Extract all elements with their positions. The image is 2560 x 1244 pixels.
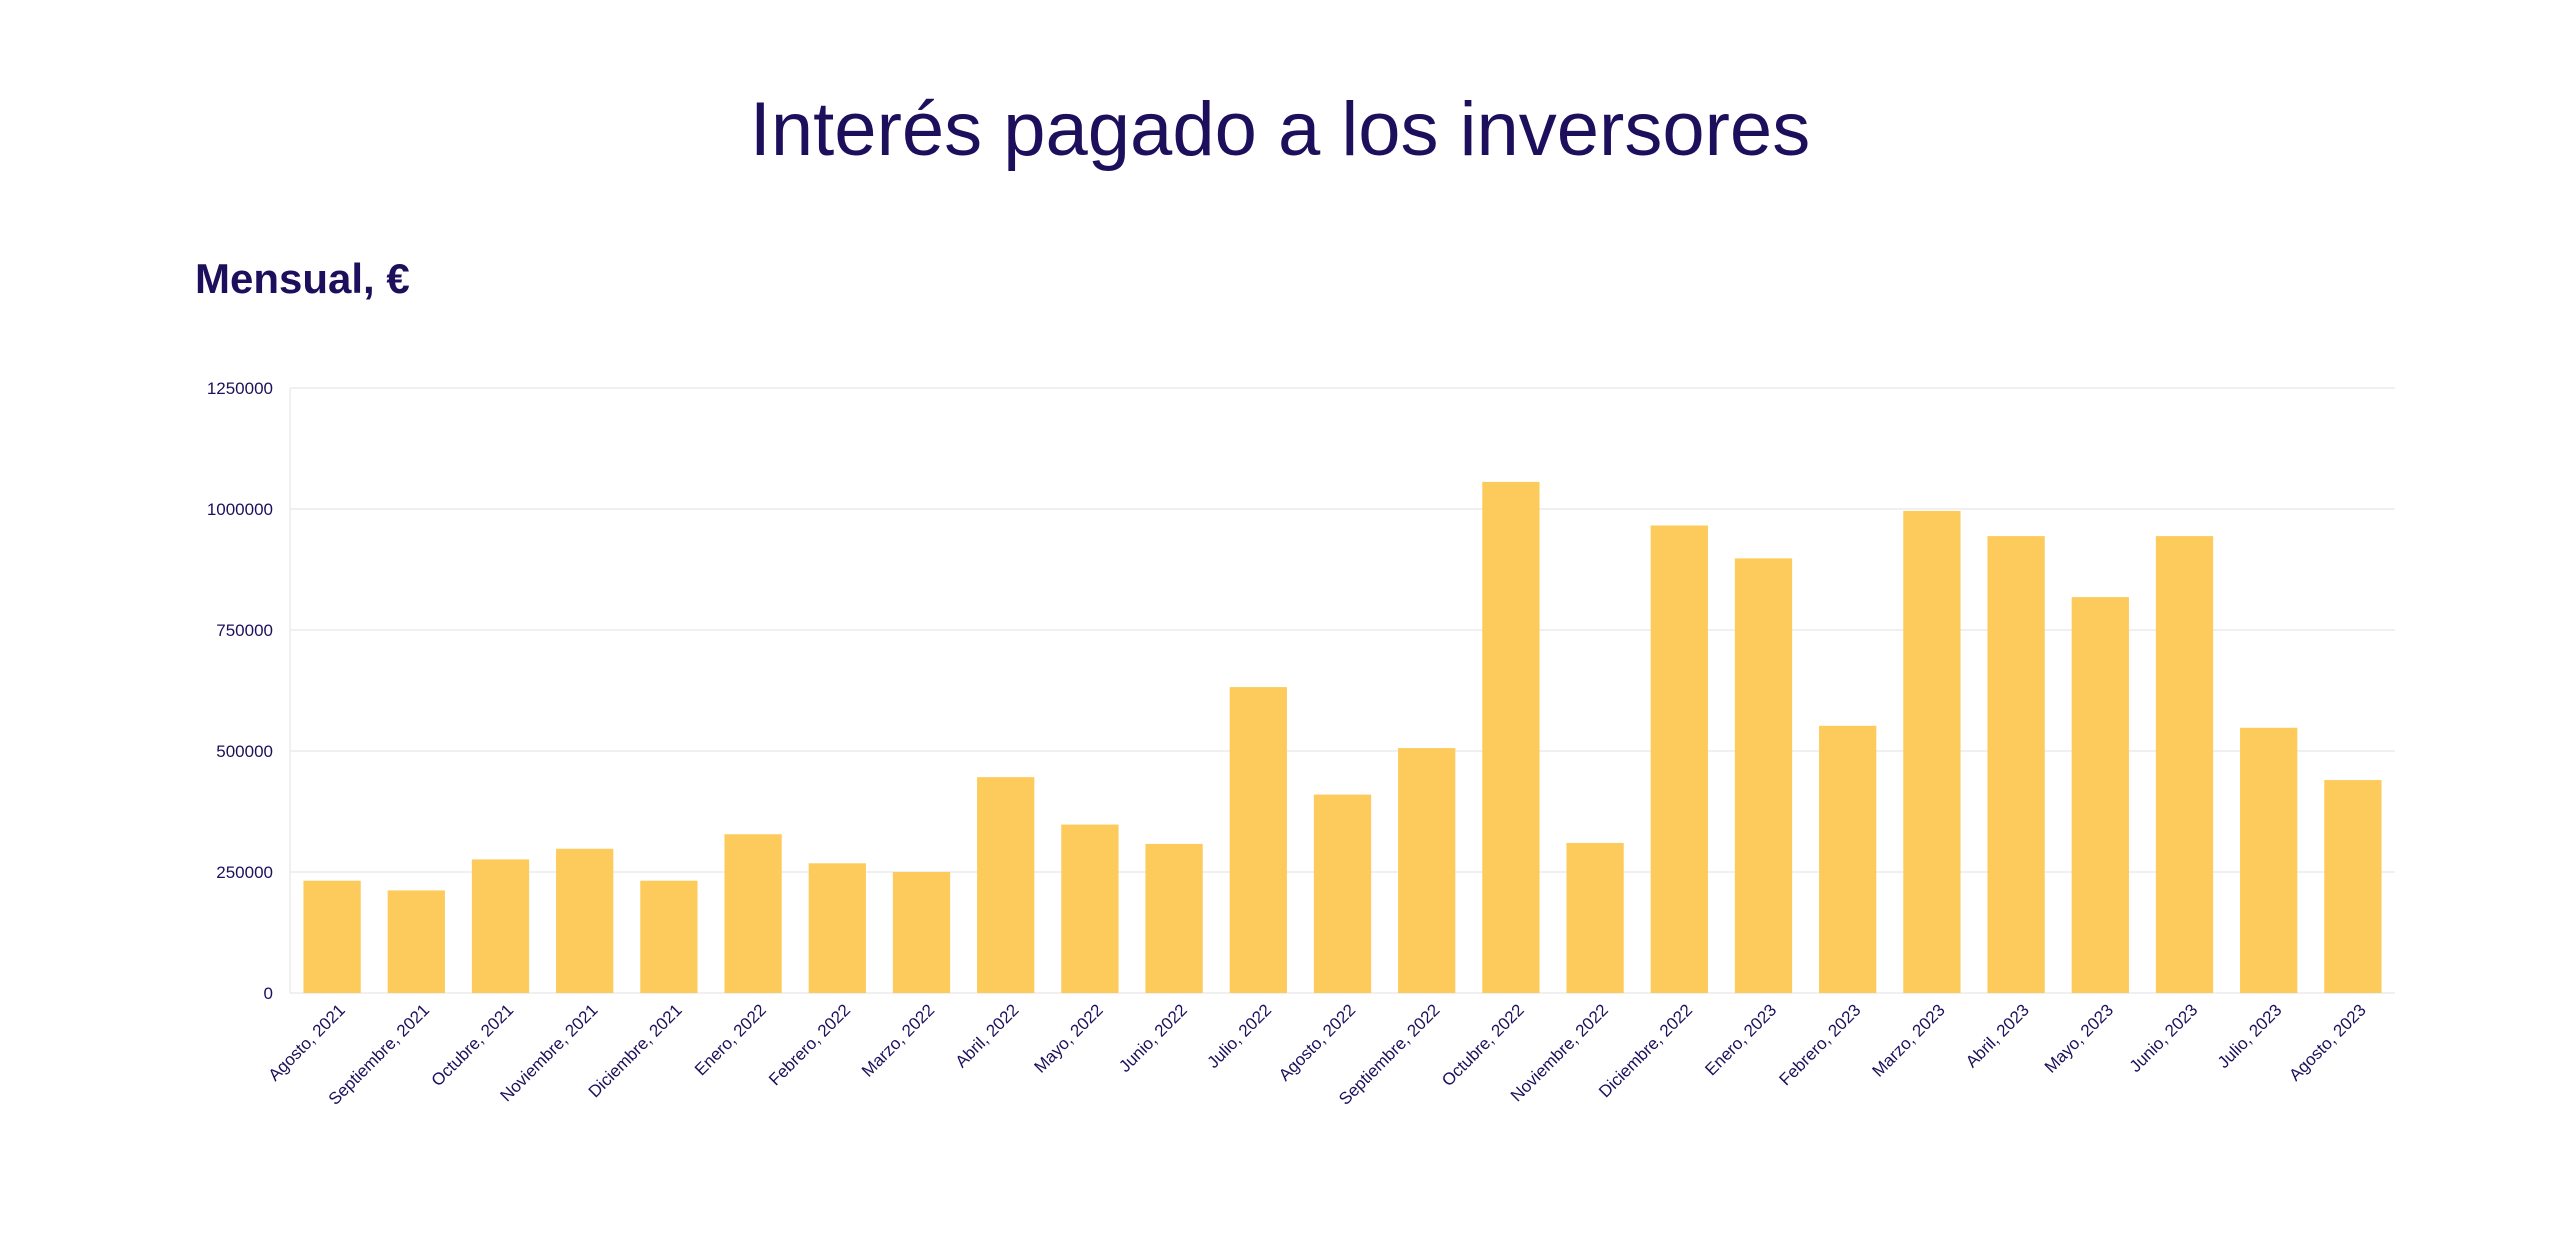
bar[interactable] [1987,536,2045,993]
bar[interactable] [1650,525,1708,993]
x-tick-label: Agosto, 2021 [265,1000,349,1084]
x-tick-label: Octubre, 2022 [1438,1000,1528,1090]
y-tick-label: 250000 [216,863,273,882]
bar[interactable] [977,777,1035,993]
bar[interactable] [2071,597,2129,993]
bar[interactable] [640,880,698,993]
bar[interactable] [1734,558,1793,993]
x-tick-label: Febrero, 2023 [1776,1000,1865,1089]
x-tick-label: Octubre, 2021 [428,1000,518,1090]
y-tick-label: 750000 [216,621,273,640]
bar[interactable] [1903,510,1961,993]
bar[interactable] [387,890,445,993]
x-tick-label: Julio, 2022 [1204,1000,1276,1072]
x-tick-label: Diciembre, 2022 [1595,1000,1696,1101]
bar[interactable] [1819,725,1877,993]
x-tick-label: Febrero, 2022 [765,1000,854,1089]
x-tick-label: Abril, 2022 [952,1000,1023,1071]
bar[interactable] [556,848,614,993]
bar[interactable] [303,880,361,993]
x-tick-label: Agosto, 2022 [1275,1000,1359,1084]
bar[interactable] [1313,794,1372,993]
x-tick-label: Junio, 2022 [1115,1000,1191,1076]
x-tick-label: Mayo, 2022 [1030,1000,1106,1076]
y-axis-ticks: 0 250000 500000 750000 1000000 1250000 [207,379,273,1003]
x-tick-label: Agosto, 2023 [2285,1000,2369,1084]
x-tick-label: Enero, 2023 [1701,1000,1780,1079]
bar[interactable] [2155,536,2214,993]
bar[interactable] [724,834,782,993]
bar[interactable] [1566,842,1624,993]
bar[interactable] [471,859,530,993]
x-tick-label: Mayo, 2023 [2041,1000,2117,1076]
bars [303,481,2382,993]
y-tick-label: 1250000 [207,379,273,398]
bar[interactable] [808,863,866,993]
bar[interactable] [1229,687,1287,993]
x-tick-label: Diciembre, 2021 [585,1000,686,1101]
bar[interactable] [892,872,951,993]
y-tick-label: 1000000 [207,500,273,519]
x-tick-label: Abril, 2023 [1962,1000,2033,1071]
bar[interactable] [2324,780,2382,993]
bar[interactable] [2240,727,2298,993]
x-tick-label: Junio, 2023 [2126,1000,2202,1076]
bar[interactable] [1482,481,1540,993]
page-title: Interés pagado a los inversores [749,87,1811,172]
y-tick-label: 0 [264,984,273,1003]
bar[interactable] [1145,843,1203,993]
chart-subtitle: Mensual, € [195,255,410,302]
bar[interactable] [1398,748,1456,993]
x-tick-label: Julio, 2023 [2214,1000,2286,1072]
x-tick-label: Marzo, 2023 [1868,1000,1948,1080]
x-tick-label: Marzo, 2022 [858,1000,938,1080]
y-tick-label: 500000 [216,742,273,761]
x-tick-label: Enero, 2022 [691,1000,770,1079]
bar[interactable] [1061,824,1119,993]
